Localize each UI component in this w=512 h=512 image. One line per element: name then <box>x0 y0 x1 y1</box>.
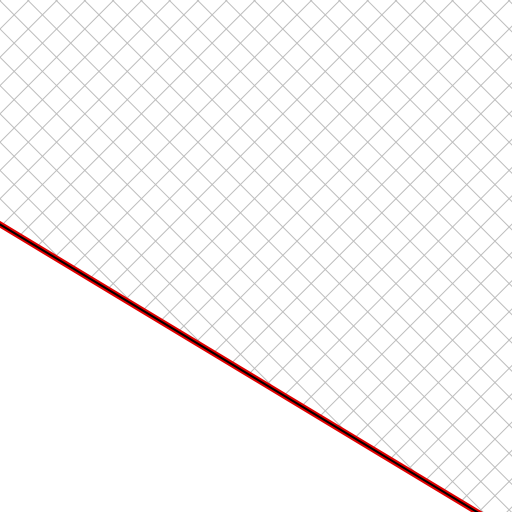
boundary-line-inner <box>0 223 479 512</box>
